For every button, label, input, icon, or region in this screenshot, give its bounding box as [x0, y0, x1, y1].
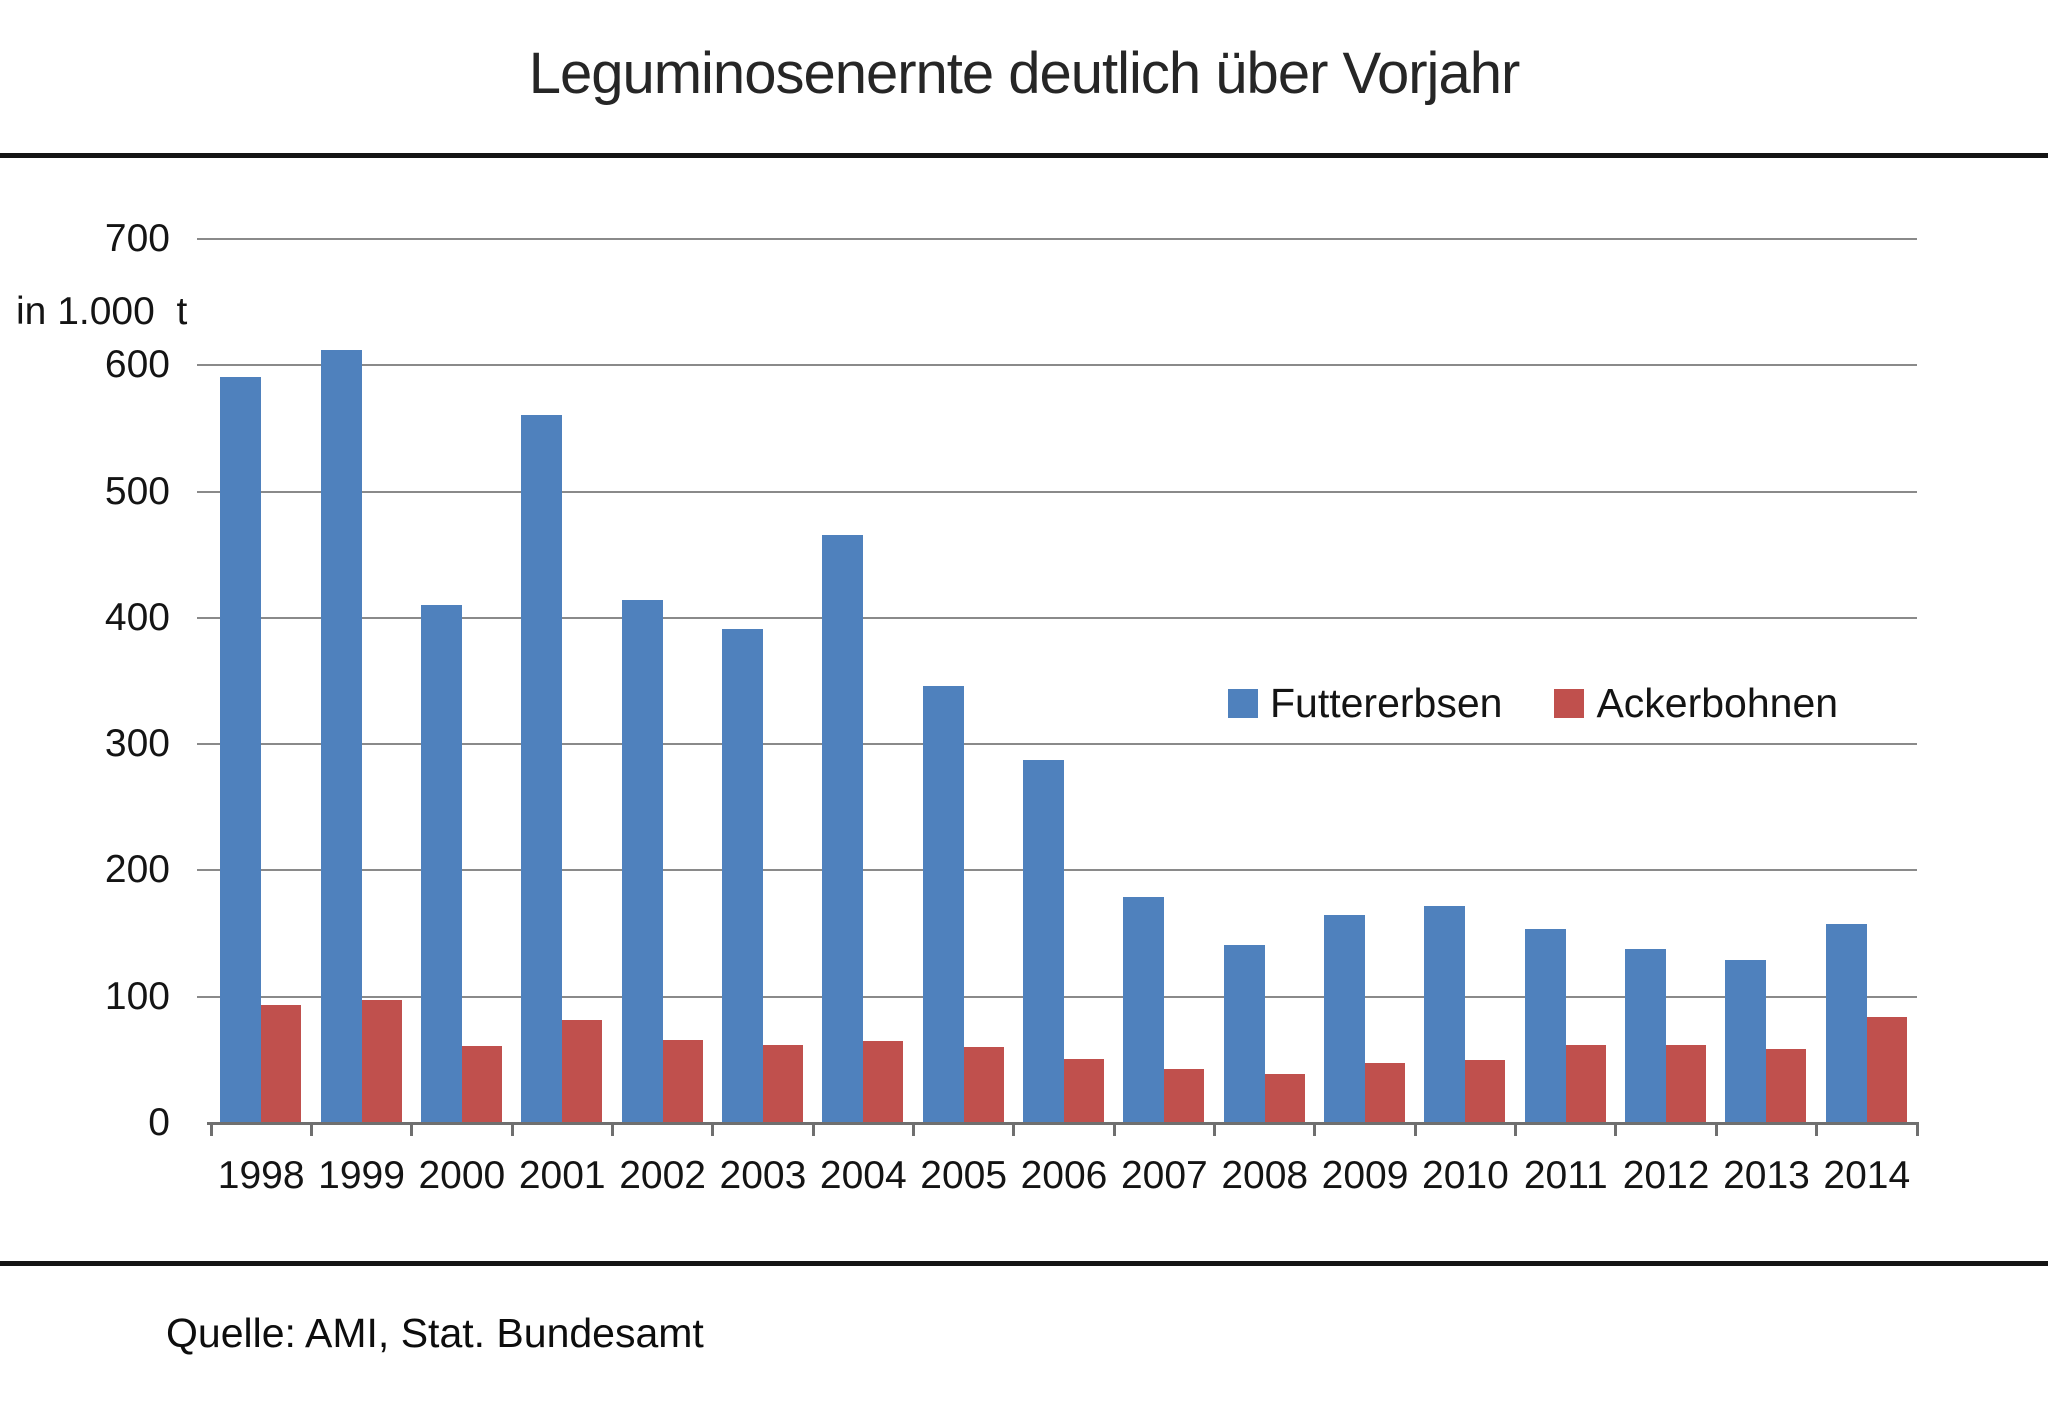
x-axis-label-1998: 1998: [217, 1154, 305, 1197]
bar-ackerbohnen-2014: [1866, 1017, 1907, 1122]
bar-futtererbsen-2007: [1123, 897, 1165, 1122]
x-axis-label-2007: 2007: [1120, 1154, 1208, 1197]
x-axis-tick: [1614, 1123, 1618, 1136]
gridline-300: [197, 743, 1917, 746]
bar-futtererbsen-2009: [1324, 915, 1366, 1122]
x-axis-tick: [610, 1123, 614, 1136]
bar-ackerbohnen-2006: [1064, 1059, 1104, 1122]
legend-swatch-futtererbsen: [1228, 689, 1258, 718]
y-axis-label-400: 400: [104, 595, 170, 639]
x-axis-label-2002: 2002: [619, 1154, 706, 1197]
bar-futtererbsen-2004: [822, 535, 864, 1122]
chart-title: Leguminosenernte deutlich über Vorjahr: [528, 41, 1521, 106]
bar-ackerbohnen-2008: [1264, 1074, 1305, 1122]
bar-futtererbsen-2013: [1725, 960, 1767, 1122]
legend-label-futtererbsen: Futtererbsen: [1270, 680, 1503, 726]
x-axis-label-2014: 2014: [1823, 1154, 1911, 1197]
legend-label-ackerbohnen: Ackerbohnen: [1596, 680, 1839, 726]
bar-ackerbohnen-2004: [863, 1041, 904, 1122]
x-axis-label-2006: 2006: [1020, 1154, 1108, 1197]
bar-futtererbsen-2006: [1023, 760, 1064, 1122]
x-axis-tick: [1213, 1123, 1217, 1136]
x-axis-label-2005: 2005: [920, 1154, 1008, 1197]
bar-futtererbsen-2014: [1825, 924, 1867, 1122]
gridline-500: [197, 490, 1917, 493]
y-axis-label-700: 700: [104, 217, 170, 260]
x-axis-tick: [410, 1123, 414, 1136]
bar-futtererbsen-2011: [1524, 929, 1566, 1122]
legend-item-futtererbsen: Futtererbsen: [1228, 680, 1502, 727]
bar-ackerbohnen-2007: [1164, 1069, 1205, 1122]
x-axis-label-2011: 2011: [1523, 1154, 1608, 1197]
x-axis-tick: [1413, 1123, 1417, 1136]
x-axis-label-2008: 2008: [1221, 1154, 1309, 1197]
bar-futtererbsen-2008: [1223, 945, 1265, 1122]
x-axis-tick: [1714, 1123, 1718, 1136]
y-axis-label-300: 300: [104, 722, 170, 766]
y-axis-unit-label: in 1.000 t: [16, 290, 188, 333]
x-axis-tick: [1915, 1123, 1919, 1136]
legend: Futtererbsen Ackerbohnen: [1228, 680, 1838, 727]
legend-item-ackerbohnen: Ackerbohnen: [1554, 680, 1838, 727]
x-axis-label-2012: 2012: [1622, 1154, 1710, 1197]
title-divider-rule: [0, 153, 2048, 158]
y-axis-label-200: 200: [104, 848, 170, 892]
bar-futtererbsen-2003: [721, 629, 763, 1122]
y-axis-label-600: 600: [104, 343, 170, 387]
legend-swatch-ackerbohnen: [1554, 689, 1585, 718]
bar-ackerbohnen-2002: [662, 1040, 703, 1122]
footer-divider-rule: [0, 1261, 2048, 1266]
x-axis-label-2001: 2001: [518, 1154, 606, 1197]
x-axis-tick: [209, 1123, 213, 1136]
bar-ackerbohnen-2011: [1565, 1045, 1606, 1122]
x-axis-label-2009: 2009: [1321, 1154, 1409, 1197]
bar-ackerbohnen-2013: [1766, 1049, 1807, 1122]
y-axis-label-100: 100: [104, 974, 170, 1018]
gridline-700: [197, 238, 1917, 240]
x-axis-label-2010: 2010: [1422, 1154, 1509, 1197]
bar-ackerbohnen-2003: [762, 1045, 803, 1122]
x-axis-tick: [510, 1123, 514, 1136]
bar-futtererbsen-2012: [1625, 949, 1667, 1122]
bar-ackerbohnen-1999: [361, 1000, 402, 1122]
x-axis-line: [207, 1122, 1919, 1125]
bar-ackerbohnen-2010: [1465, 1060, 1506, 1122]
x-axis-label-2003: 2003: [719, 1154, 807, 1197]
bar-ackerbohnen-2001: [562, 1020, 603, 1122]
bar-futtererbsen-1999: [320, 350, 362, 1122]
x-axis-label-2000: 2000: [418, 1154, 506, 1197]
x-axis-tick: [1112, 1123, 1116, 1136]
bar-futtererbsen-2002: [621, 600, 663, 1122]
y-axis-label-500: 500: [104, 469, 170, 513]
x-axis-tick: [309, 1123, 313, 1136]
x-axis-tick: [1012, 1123, 1016, 1136]
bar-ackerbohnen-2005: [963, 1047, 1004, 1122]
x-axis-label-2013: 2013: [1723, 1154, 1810, 1197]
bar-futtererbsen-2000: [420, 605, 462, 1122]
bar-futtererbsen-1998: [220, 377, 262, 1122]
gridline-400: [197, 616, 1917, 619]
x-axis-label-2004: 2004: [819, 1154, 907, 1197]
bar-ackerbohnen-2000: [461, 1046, 502, 1122]
bar-ackerbohnen-1998: [261, 1005, 302, 1122]
x-axis-tick: [711, 1123, 715, 1136]
x-axis-tick: [911, 1123, 915, 1136]
source-text: Quelle: AMI, Stat. Bundesamt: [166, 1310, 704, 1356]
y-axis-label-0: 0: [148, 1101, 170, 1144]
bar-ackerbohnen-2012: [1666, 1045, 1707, 1122]
x-axis-tick: [811, 1123, 815, 1136]
x-axis-label-1999: 1999: [318, 1154, 405, 1197]
bar-futtererbsen-2001: [521, 415, 563, 1122]
x-axis-tick: [1514, 1123, 1518, 1136]
bar-futtererbsen-2005: [922, 686, 964, 1122]
gridline-600: [197, 364, 1917, 367]
x-axis-tick: [1313, 1123, 1317, 1136]
bar-futtererbsen-2010: [1424, 906, 1466, 1122]
x-axis-tick: [1815, 1123, 1819, 1136]
plot-area: [197, 238, 1919, 1136]
bar-ackerbohnen-2009: [1365, 1063, 1406, 1122]
